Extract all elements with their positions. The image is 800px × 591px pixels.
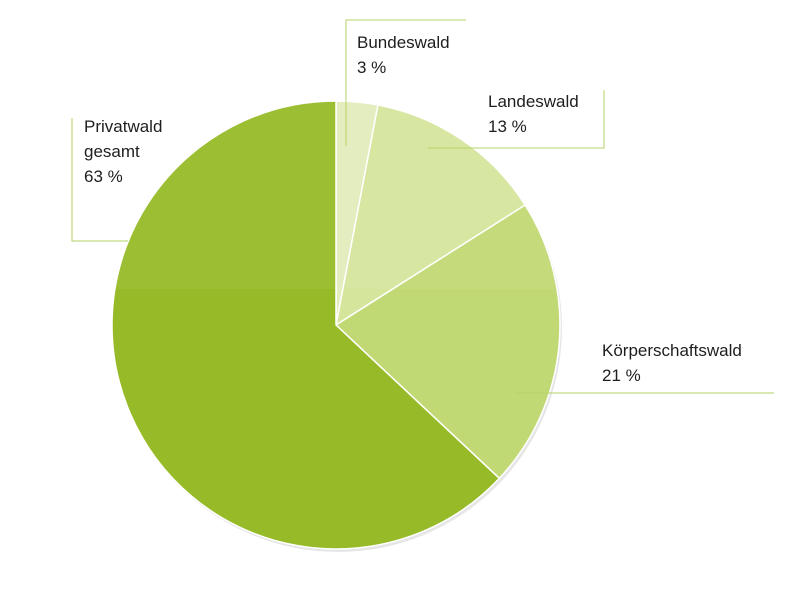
- label-landeswald: Landeswald 13 %: [488, 89, 579, 139]
- pie-highlight: [112, 65, 560, 289]
- leader-line-bundeswald: [345, 19, 466, 146]
- label-bundeswald-value: 3 %: [357, 58, 387, 77]
- label-koerperschaftswald-name: Körperschaftswald: [602, 341, 742, 360]
- slice-koerperschaftswald: [335, 204, 561, 480]
- label-landeswald-name: Landeswald: [488, 92, 579, 111]
- label-bundeswald-name: Bundeswald: [357, 33, 450, 52]
- label-landeswald-value: 13 %: [488, 117, 527, 136]
- label-bundeswald: Bundeswald 3 %: [357, 30, 450, 80]
- slice-privatwald: [111, 100, 501, 550]
- leader-line-landeswald: [428, 90, 605, 149]
- label-privatwald-value: 63 %: [84, 167, 123, 186]
- label-koerperschaftswald-value: 21 %: [602, 366, 641, 385]
- label-koerperschaftswald: Körperschaftswald 21 %: [602, 338, 742, 388]
- label-privatwald-name-line2: gesamt: [84, 142, 140, 161]
- label-privatwald-name-line1: Privatwald: [84, 117, 163, 136]
- leader-line-privatwald: [71, 118, 128, 242]
- slice-landeswald: [335, 104, 526, 326]
- label-privatwald: Privatwald gesamt 63 %: [84, 114, 162, 189]
